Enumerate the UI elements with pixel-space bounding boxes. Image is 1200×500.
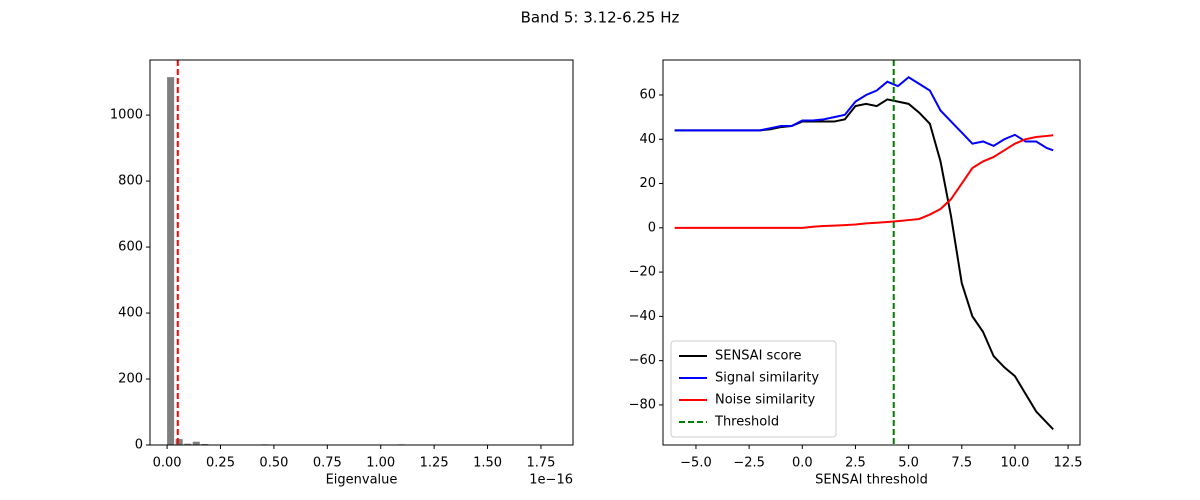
- y-tick-label: 800: [118, 174, 143, 189]
- histogram-bar: [175, 439, 183, 445]
- axes: 0.00 0.25 0.50 0.75 1.00 1.25 1.50 1.75 0 200 400 6…: [110, 59, 574, 488]
- axes-frame: [662, 59, 1081, 446]
- y-tick-label: 60: [639, 87, 656, 102]
- x-tick-label: 7.5: [951, 456, 972, 471]
- x-tick-label: 10.0: [1000, 456, 1029, 471]
- plot-area: [167, 60, 551, 445]
- y-tick-label: 0: [135, 438, 143, 453]
- x-tick-label: 0.50: [259, 456, 288, 471]
- y-tick-label: 0: [648, 220, 656, 235]
- y-tick-label: 20: [639, 176, 656, 191]
- x-tick-label: 0.75: [313, 456, 342, 471]
- x-axis-label: SENSAI threshold: [815, 473, 928, 488]
- x-tick-label: 0.25: [206, 456, 235, 471]
- y-tick-label: 400: [118, 306, 143, 321]
- x-tick-label: 1.75: [526, 456, 555, 471]
- x-tick-label: 2.5: [845, 456, 866, 471]
- series-line: [674, 134, 1054, 229]
- legend-label: Threshold: [714, 415, 779, 430]
- x-axis-label: Eigenvalue: [326, 473, 398, 488]
- x-tick-label: −2.5: [733, 456, 765, 471]
- legend-label: SENSAI score: [715, 349, 801, 364]
- x-tick-label: 12.5: [1054, 456, 1083, 471]
- legend-label: Signal similarity: [715, 371, 819, 386]
- x-offset-label: 1e−16: [529, 473, 573, 488]
- y-tick-label: −20: [629, 265, 656, 280]
- y-tick-label: 40: [639, 132, 656, 147]
- y-tick-label: 1000: [110, 108, 143, 123]
- legend-label: Noise similarity: [715, 393, 815, 408]
- legend: SENSAI score Signal similarity Noise simil…: [670, 340, 837, 438]
- x-tick-label: −5.0: [680, 456, 712, 471]
- legend-box: [670, 340, 837, 438]
- axes-frame: [149, 59, 574, 446]
- x-tick-label: 0.0: [792, 456, 813, 471]
- y-tick-label: −40: [629, 309, 656, 324]
- x-tick-label: 0.00: [153, 456, 182, 471]
- histogram-bar: [167, 77, 175, 445]
- plot-area: [674, 60, 1054, 445]
- x-tick-label: 5.0: [898, 456, 919, 471]
- x-tick-label: 1.50: [473, 456, 502, 471]
- y-tick-label: −60: [629, 353, 656, 368]
- x-tick-label: 1.25: [420, 456, 449, 471]
- y-tick-label: 200: [118, 372, 143, 387]
- axes: −5.0 −2.5 0.0 2.5 5.0 7.5 10.0 12.5 −80 −60 −40 −20…: [629, 59, 1083, 488]
- figure-title: Band 5: 3.12-6.25 Hz: [521, 9, 680, 27]
- histogram-bar: [184, 443, 192, 445]
- x-tick-label: 1.00: [366, 456, 395, 471]
- histogram-bar: [192, 441, 200, 445]
- y-tick-label: −80: [629, 397, 656, 412]
- series-line: [674, 76, 1054, 152]
- y-tick-label: 600: [118, 240, 143, 255]
